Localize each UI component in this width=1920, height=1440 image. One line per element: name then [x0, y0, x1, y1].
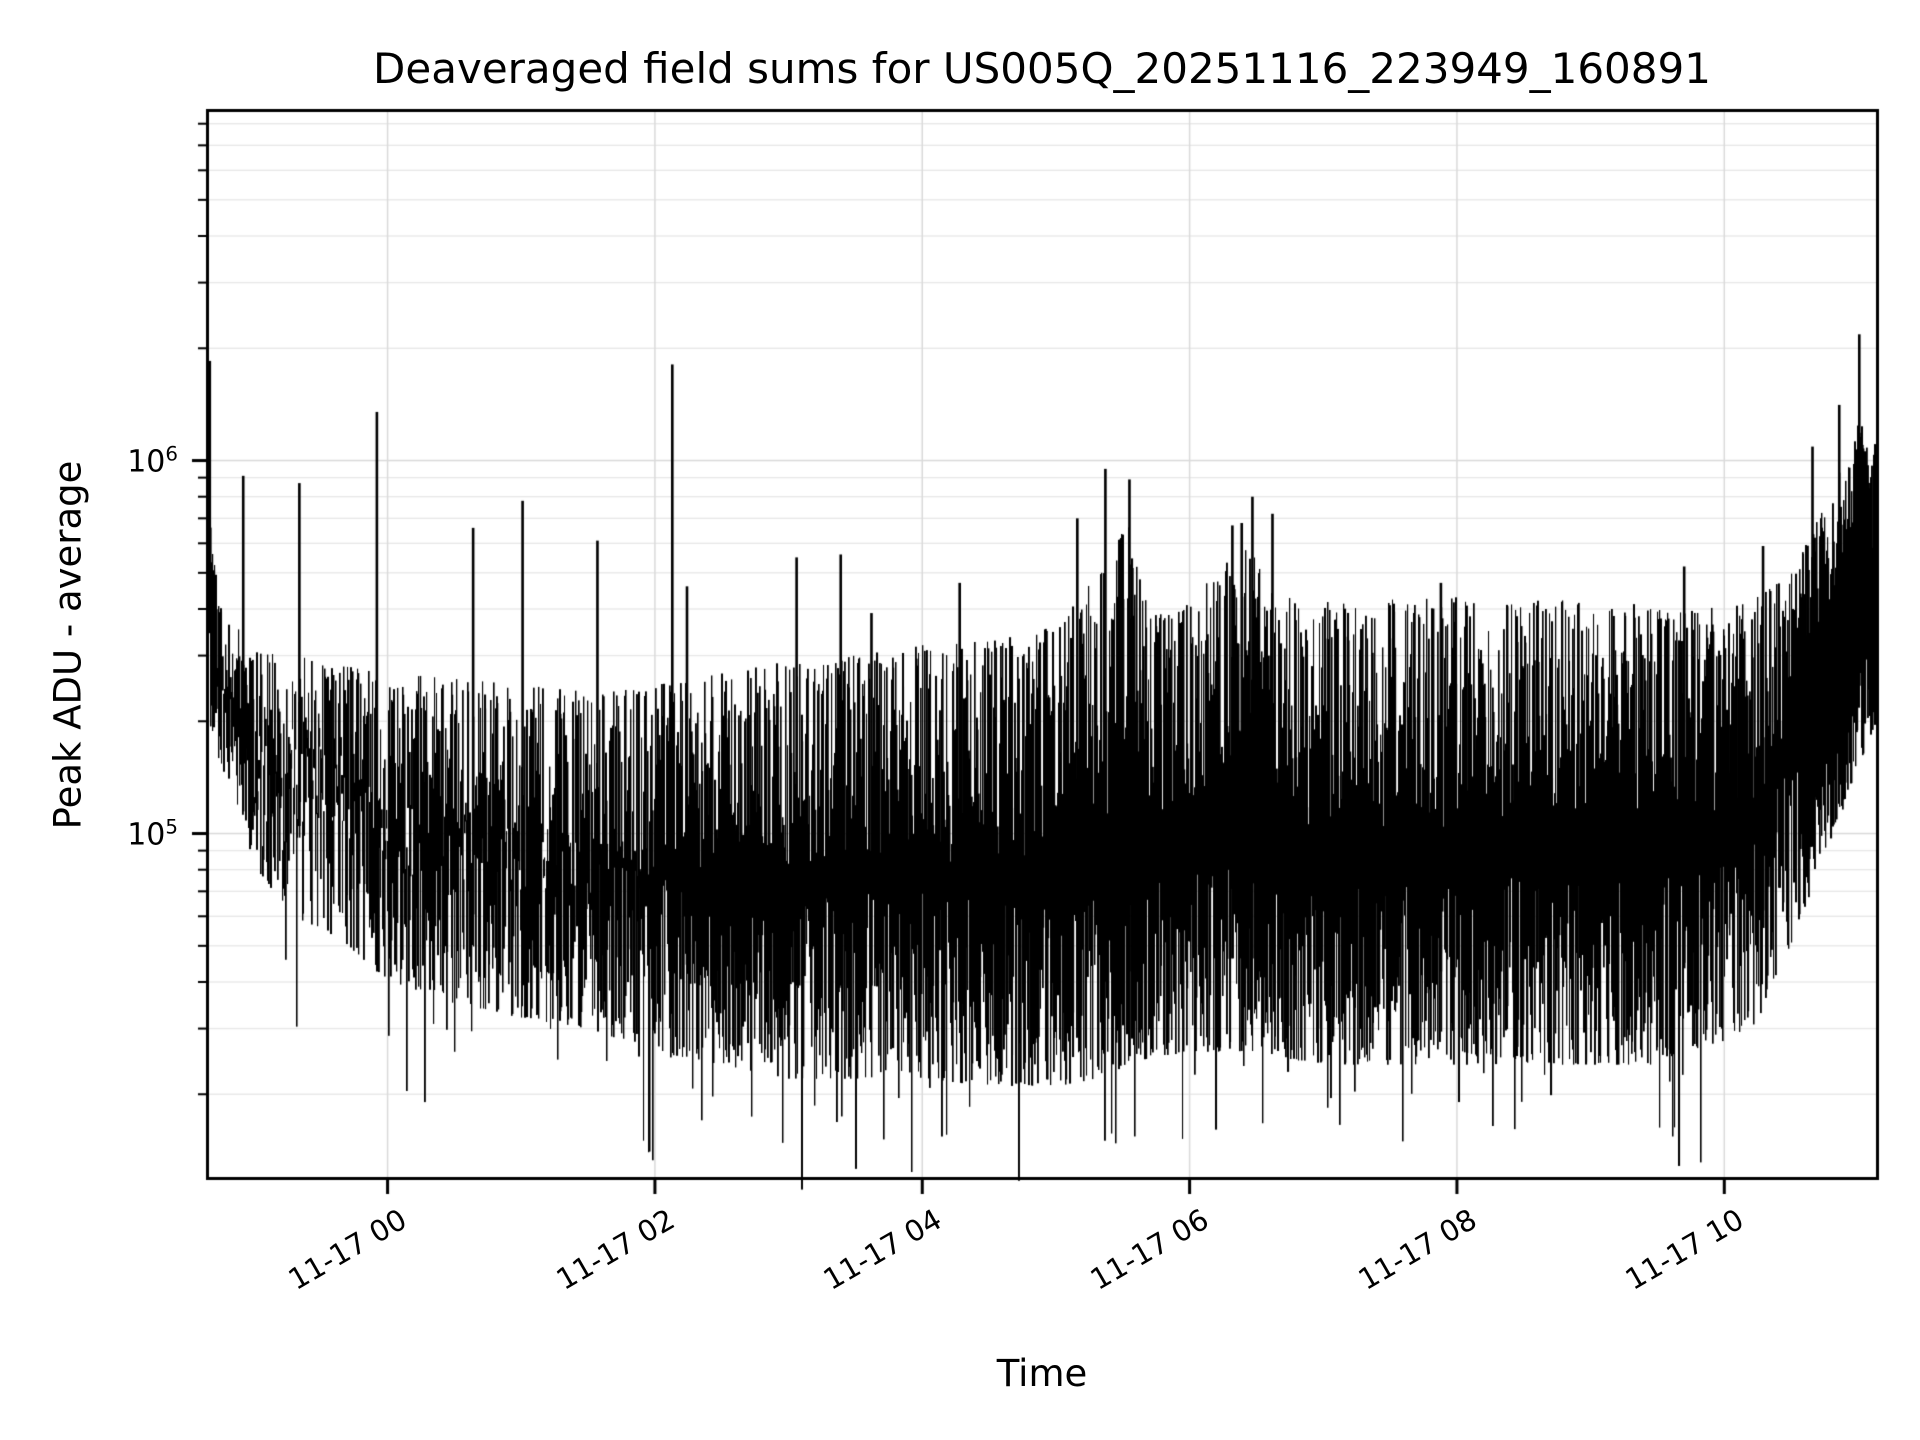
- y-tick-label: 105: [127, 815, 178, 853]
- x-axis-label: Time: [996, 1352, 1088, 1395]
- chart-title: Deaveraged field sums for US005Q_2025111…: [373, 44, 1711, 93]
- y-tick-label: 106: [127, 442, 178, 480]
- y-axis-label: Peak ADU - average: [46, 460, 90, 830]
